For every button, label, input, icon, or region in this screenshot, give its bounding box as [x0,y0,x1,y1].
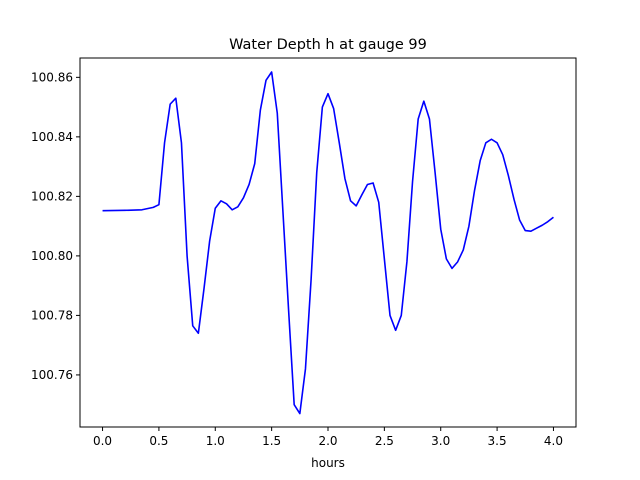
y-tick-label: 100.76 [31,368,73,382]
x-tick-label: 3.5 [488,434,507,448]
x-tick-label: 2.0 [318,434,337,448]
y-tick-label: 100.80 [31,249,73,263]
y-axis-ticks: 100.76 100.78 100.80 100.82 100.84 100.86 [31,70,80,382]
x-tick-label: 0.0 [93,434,112,448]
x-tick-label: 3.0 [431,434,450,448]
x-tick-label: 1.5 [262,434,281,448]
y-tick-label: 100.86 [31,70,73,84]
x-tick-label: 1.0 [206,434,225,448]
series-line-0 [102,71,554,415]
axes-frame [79,57,577,428]
plot-area [102,71,554,415]
y-tick-label: 100.84 [31,130,73,144]
x-tick-label: 2.5 [375,434,394,448]
x-axis-label: hours [311,456,345,470]
x-tick-label: 0.5 [149,434,168,448]
chart-title: Water Depth h at gauge 99 [229,37,427,53]
x-tick-label: 4.0 [544,434,563,448]
y-tick-label: 100.82 [31,189,73,203]
x-axis-ticks: 0.0 0.5 1.0 1.5 2.0 2.5 3.0 3.5 4.0 [93,427,563,448]
y-tick-label: 100.78 [31,308,73,322]
